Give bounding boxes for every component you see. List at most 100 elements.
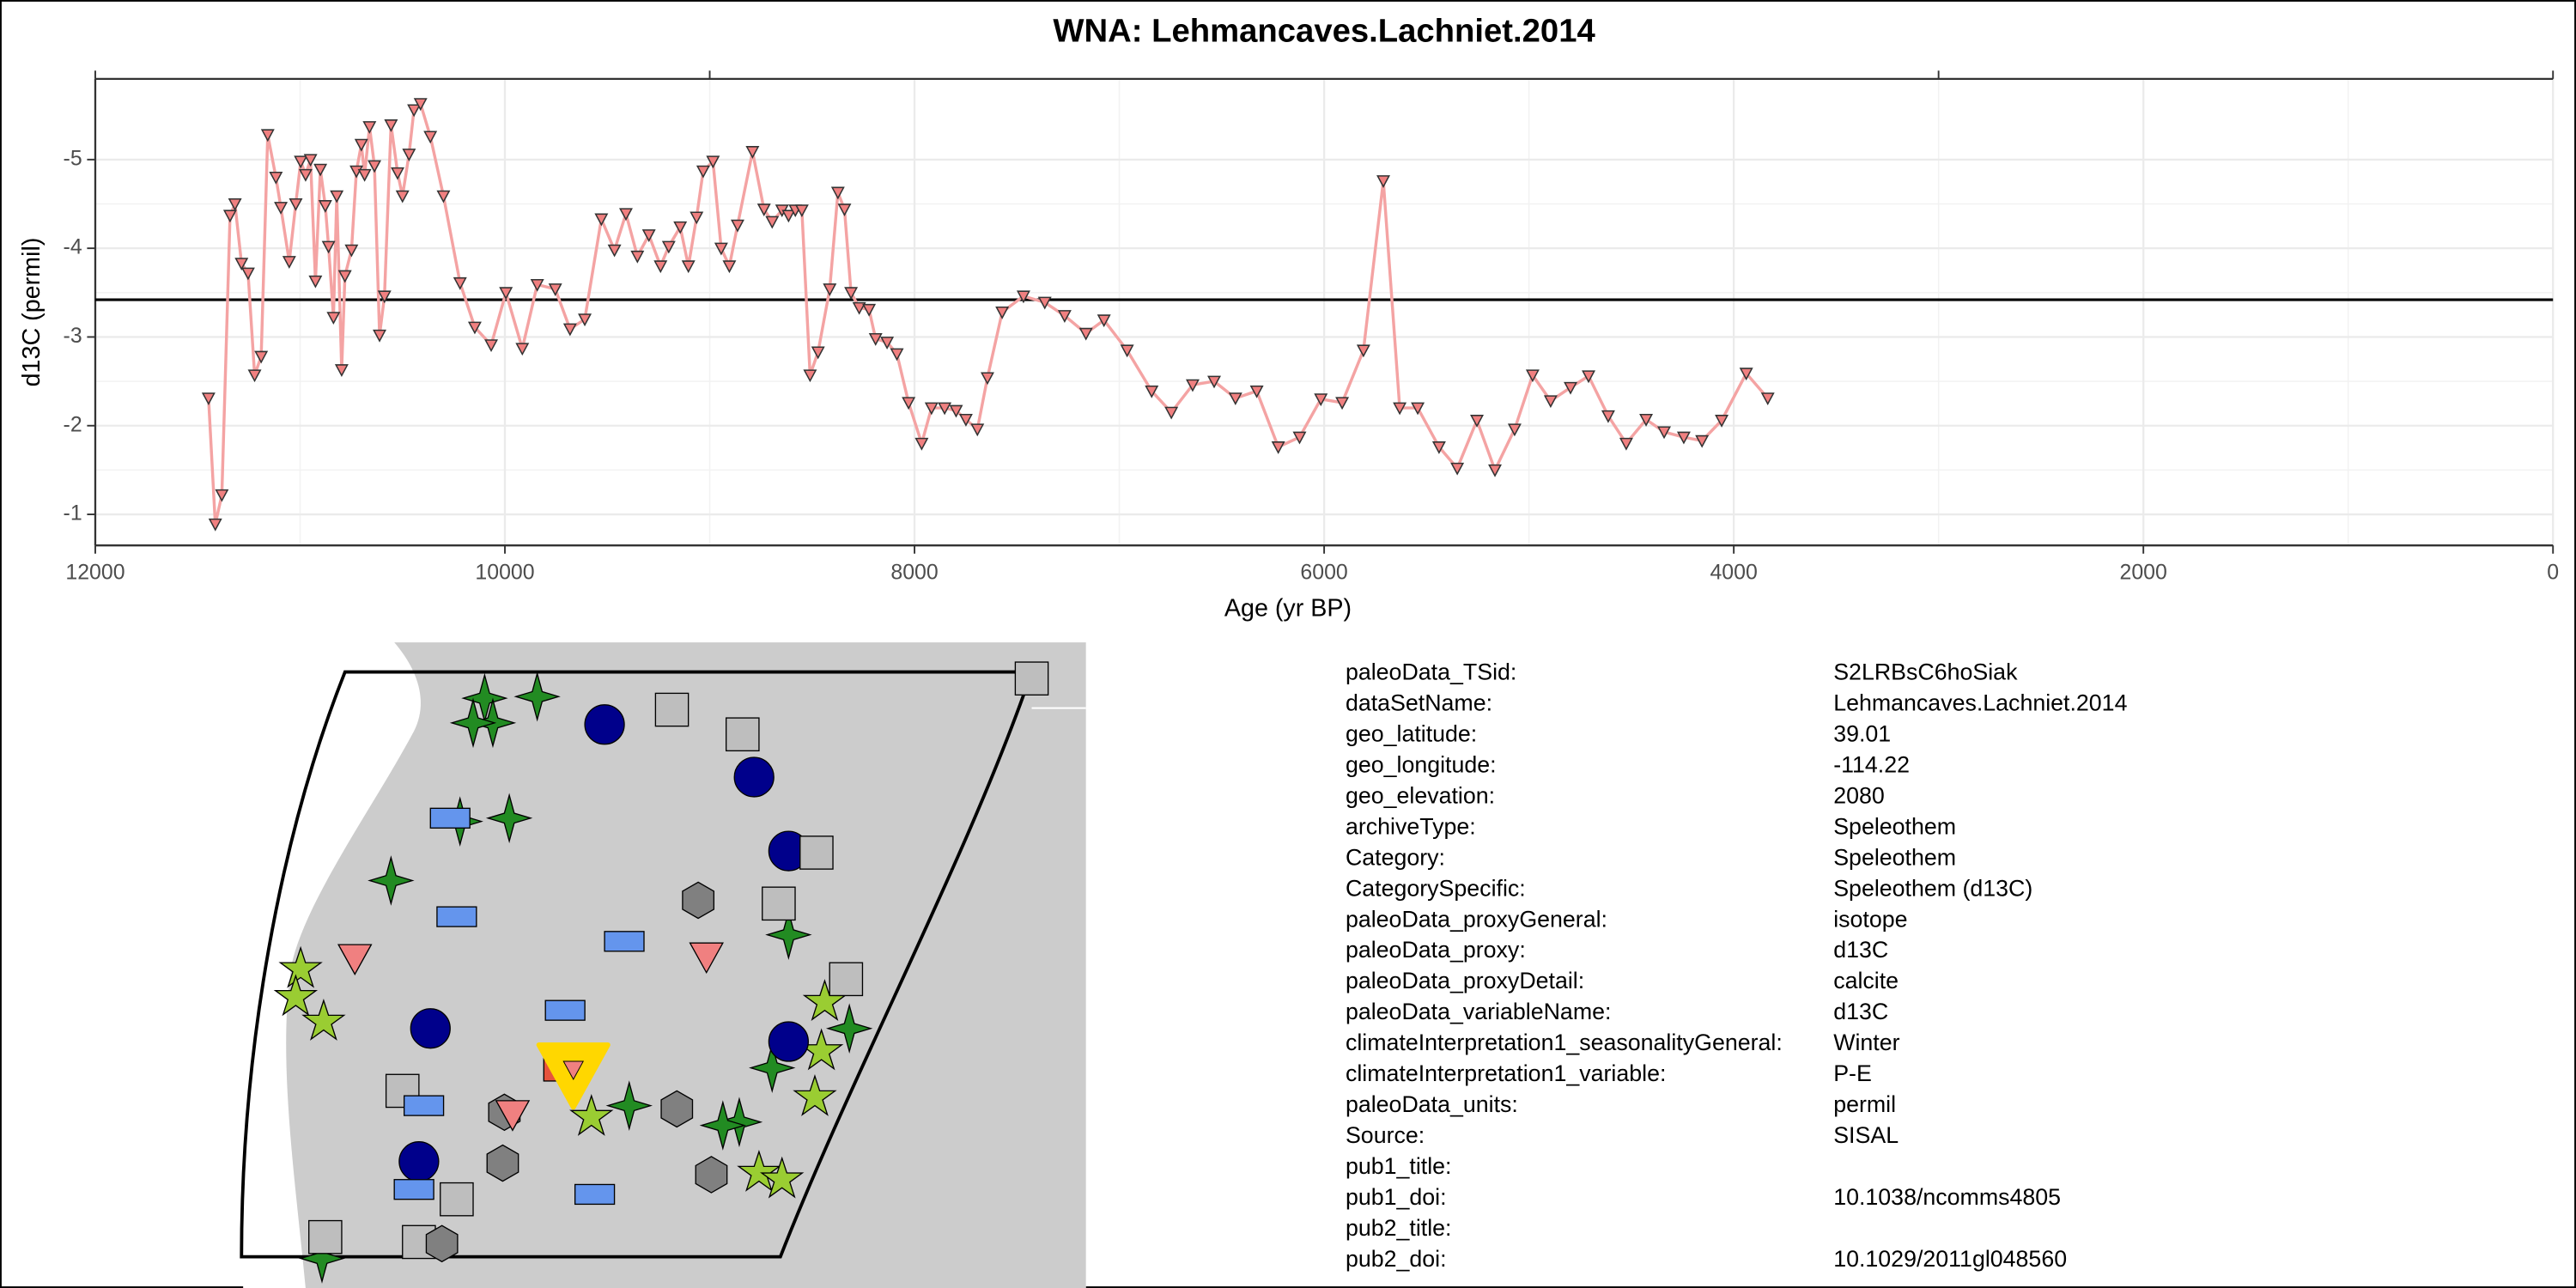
site-marker [495,1100,531,1132]
data-point [334,364,349,377]
site-marker [308,1219,343,1255]
site-marker [605,1080,653,1131]
data-point [234,258,249,271]
data-point [880,337,895,349]
data-point [1037,296,1052,310]
site-marker [695,1156,728,1194]
site-marker [584,704,625,745]
data-point [970,423,985,437]
data-point [852,301,866,315]
data-point [548,283,562,296]
land [286,642,1086,1288]
site-marker [436,906,477,927]
data-point [1639,414,1654,427]
data-point [1292,431,1307,445]
site-marker [768,1021,809,1062]
data-point [1695,434,1710,448]
metadata-value: d13C [1833,999,1888,1024]
map [240,642,1086,1288]
data-point [730,219,744,233]
data-point [1185,379,1200,392]
metadata-value: P-E [1833,1060,1872,1086]
data-point [402,149,416,161]
data-point [1164,406,1179,420]
data-point [362,121,377,134]
metadata-value: Winter [1833,1030,1899,1055]
data-point [289,197,303,211]
metadata-key: pub2_title: [1346,1215,1452,1241]
site-marker [799,835,834,870]
data-point [298,168,313,182]
data-point [902,397,916,410]
data-point [1145,385,1159,398]
data-point [924,402,939,416]
site-marker [765,909,812,960]
data-point [222,210,237,223]
site-marker [654,692,690,727]
data-point [837,204,852,217]
plot: 12000 10000 8000 6000 4000 2000 0 -5 -4 -3 -2 -1 [64,70,2559,584]
data-point [407,104,422,118]
site-marker [298,1233,346,1284]
data-point [1619,437,1633,451]
data-point [368,160,382,173]
site-marker [440,1182,474,1217]
data-point [914,437,929,451]
data-point [269,171,283,185]
data-point [958,414,973,427]
x-tick-label: 6000 [1300,560,1347,584]
site-marker [604,931,645,952]
y-axis-label: d13C (permil) [18,238,46,387]
data-point [1715,415,1729,428]
metadata-value: S2LRBsC6hoSiak [1833,659,2018,685]
metadata-key: paleoData_proxyDetail: [1346,968,1584,993]
site-marker [825,1003,873,1054]
site-marker [393,1179,434,1200]
site-marker [737,1150,781,1192]
data-point [890,348,904,361]
site-marker [760,1156,805,1199]
metadata-value: d13C [1833,937,1888,963]
data-point [1470,415,1485,428]
data-point [1097,314,1111,328]
data-point [1356,344,1370,358]
data-point [803,369,817,383]
site-marker [301,999,346,1041]
metadata-value: Speleothem [1833,844,1956,870]
data-point [282,256,296,269]
metadata-key: CategorySpecific: [1346,875,1526,901]
data-point [781,210,796,223]
metadata-key: paleoData_TSid: [1346,659,1516,685]
metadata-value: calcite [1833,968,1899,993]
metadata-key: paleoData_variableName: [1346,999,1611,1024]
data-point [395,190,410,204]
data-point [467,321,482,335]
data-point [630,250,645,264]
site-marker [337,944,373,975]
y-tick-label: -1 [64,501,82,526]
data-point [423,131,438,144]
y-tick-label: -4 [64,235,82,259]
metadata-value: Speleothem [1833,813,1956,839]
data-point [1450,462,1465,476]
site-marker [793,1074,837,1116]
data-point [377,290,392,304]
site-marker [699,1100,747,1151]
data-point [1393,402,1407,416]
data-point [1376,175,1391,188]
data-point [254,350,269,364]
site-marker [485,793,533,844]
data-point [830,186,845,200]
data-point [607,244,622,258]
site-marker [574,1183,616,1206]
data-point [453,276,467,290]
site-symbols [273,661,1049,1284]
data-point [373,329,387,343]
data-point [722,260,737,274]
y-tick-label: -3 [64,324,82,348]
site-marker [410,1008,451,1049]
data-point [1228,392,1242,406]
data-point [391,167,405,180]
data-point [344,244,359,258]
metadata-key: paleoData_proxyGeneral: [1346,906,1607,932]
